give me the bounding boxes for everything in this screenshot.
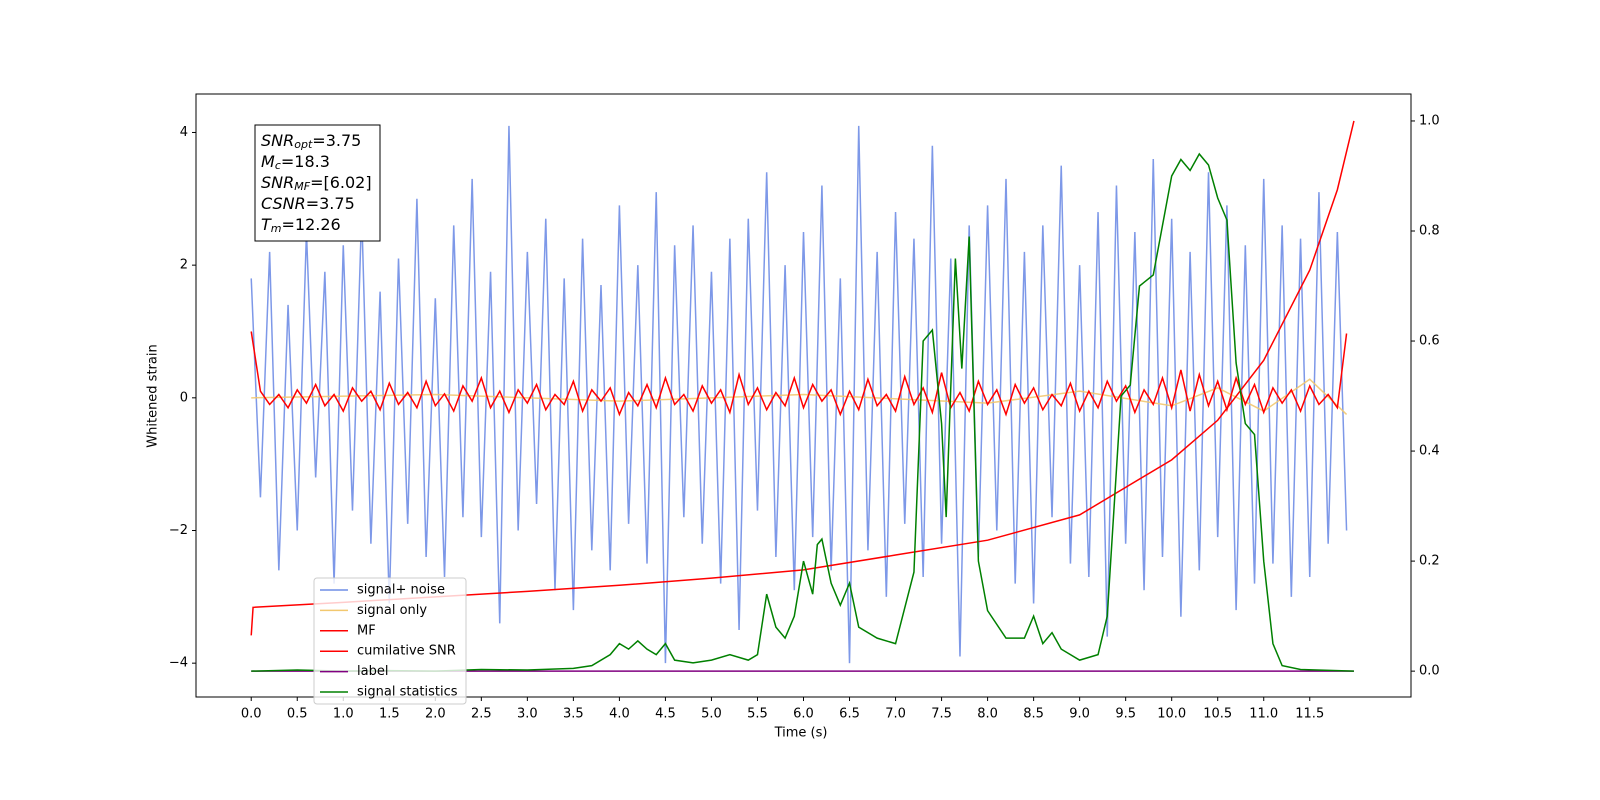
x-tick-label: 11.5 <box>1295 707 1324 722</box>
x-tick-label: 1.5 <box>379 707 400 722</box>
x-tick-label: 2.5 <box>471 707 492 722</box>
annotation-value: =12.26 <box>282 215 341 234</box>
x-tick-label: 9.0 <box>1069 707 1090 722</box>
y2-tick-label: 0.2 <box>1419 554 1440 569</box>
y-tick-label: 2 <box>180 258 188 273</box>
legend-label: MF <box>357 623 376 638</box>
annotation-line: Tm=12.26 <box>261 215 341 236</box>
annotation-box: SNRopt=3.75Mc=18.3SNRMF=[6.02]CSNR=3.75T… <box>254 124 381 242</box>
x-tick-label: 10.0 <box>1157 707 1186 722</box>
x-tick-label: 4.5 <box>655 707 676 722</box>
legend-label: signal only <box>357 603 427 618</box>
y-tick-label: −2 <box>169 523 188 538</box>
plot-frame <box>195 93 1412 698</box>
x-tick-label: 5.0 <box>701 707 722 722</box>
x-tick-label: 0.5 <box>287 707 308 722</box>
legend-label: cumilative SNR <box>357 644 456 659</box>
annotation-line: SNRopt=3.75 <box>261 131 361 152</box>
annotation-subscript: m <box>271 222 282 235</box>
series-line <box>251 378 1348 415</box>
annotation-symbol: M <box>261 152 275 171</box>
x-tick-label: 10.5 <box>1203 707 1232 722</box>
series-line <box>251 152 1354 672</box>
annotation-value: =18.3 <box>281 152 330 171</box>
y2-tick-label: 0.4 <box>1419 444 1440 459</box>
annotation-subscript: opt <box>294 138 313 151</box>
annotation-line: CSNR=3.75 <box>261 194 355 213</box>
annotation-value: =3.75 <box>306 194 355 213</box>
y2-tick-label: 0.0 <box>1419 664 1440 679</box>
annotation-subscript: MF <box>294 180 310 193</box>
x-tick-label: 3.0 <box>517 707 538 722</box>
x-tick-label: 0.0 <box>241 707 262 722</box>
annotation-line: SNRMF=[6.02] <box>261 173 372 194</box>
x-tick-label: 11.0 <box>1249 707 1278 722</box>
annotation-symbol: CSNR <box>261 194 306 213</box>
annotation-symbol: SNR <box>261 131 294 150</box>
x-tick-label: 6.0 <box>793 707 814 722</box>
annotation-frame <box>254 124 381 242</box>
annotation-value: =3.75 <box>312 131 361 150</box>
y-axis-label: Whitened strain <box>146 344 161 447</box>
x-axis-label: Time (s) <box>774 726 828 741</box>
x-tick-label: 6.5 <box>839 707 860 722</box>
y2-tick-label: 0.6 <box>1419 334 1440 349</box>
x-tick-label: 3.5 <box>563 707 584 722</box>
annotation-value: =[6.02] <box>310 173 372 192</box>
legend-label: signal+ noise <box>357 583 445 598</box>
legend-label: signal statistics <box>357 685 458 700</box>
x-tick-label: 9.5 <box>1115 707 1136 722</box>
legend-frame <box>313 577 467 705</box>
y-tick-label: 0 <box>180 390 188 405</box>
y2-tick-label: 0.8 <box>1419 223 1440 238</box>
y-tick-label: −4 <box>169 656 188 671</box>
x-tick-label: 5.5 <box>747 707 768 722</box>
annotation-line: Mc=18.3 <box>261 152 330 173</box>
legend-label: label <box>357 664 388 679</box>
x-tick-label: 7.5 <box>931 707 952 722</box>
x-tick-label: 8.0 <box>977 707 998 722</box>
y2-tick-label: 1.0 <box>1419 113 1440 128</box>
series-line <box>250 125 1348 664</box>
legend: signal+ noise signal only MF cumilative SNR… <box>313 577 467 705</box>
x-tick-label: 4.0 <box>609 707 630 722</box>
x-tick-label: 1.0 <box>333 707 354 722</box>
annotation-symbol: SNR <box>261 173 294 192</box>
annotation-subscript: c <box>275 159 281 172</box>
annotation-symbol: T <box>261 215 272 234</box>
y-tick-label: 4 <box>180 125 188 140</box>
x-tick-label: 8.5 <box>1023 707 1044 722</box>
x-tick-label: 7.0 <box>885 707 906 722</box>
series-line <box>250 331 1348 417</box>
x-tick-label: 2.0 <box>425 707 446 722</box>
